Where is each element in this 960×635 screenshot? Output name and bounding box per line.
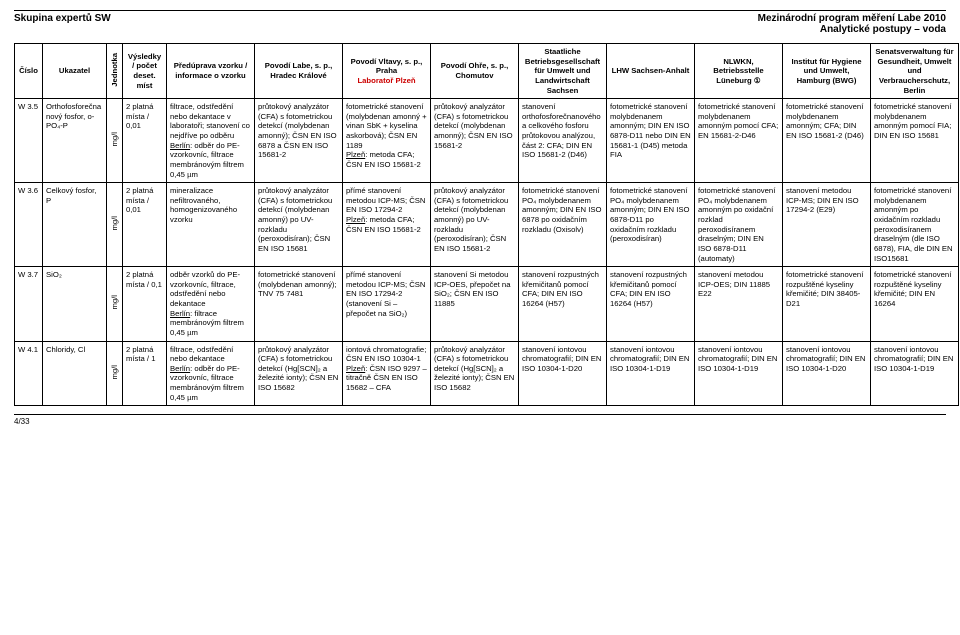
cell-number: W 3.5: [15, 99, 43, 183]
cell-lab-vltavy: přímé stanovení metodou ICP-MS; ČSN EN I…: [343, 183, 431, 267]
cell-lab-lhw: fotometrické stanovení molybdenanem amon…: [607, 99, 695, 183]
cell-lab-ohre: průtokový analyzátor (CFA) s fotometrick…: [431, 183, 519, 267]
col-results: Výsledky / počet deset. míst: [123, 44, 167, 99]
col-lab-hamburg: Institut für Hygiene und Umwelt, Hamburg…: [783, 44, 871, 99]
cell-lab-hamburg: fotometrické stanovení rozpuštěné kyseli…: [783, 267, 871, 341]
cell-number: W 3.6: [15, 183, 43, 267]
cell-unit: mg/l: [107, 183, 123, 267]
cell-prep: filtrace, odstředění nebo dekantaceBerlí…: [167, 341, 255, 406]
cell-unit: mg/l: [107, 267, 123, 341]
cell-unit: mg/l: [107, 341, 123, 406]
cell-lab-sachsen: stanovení rozpustných křemičitanů pomocí…: [519, 267, 607, 341]
cell-lab-sachsen: fotometrické stanovení PO₄ molybdenanem …: [519, 183, 607, 267]
cell-results: 2 platná místa / 0,1: [123, 267, 167, 341]
col-parameter: Ukazatel: [43, 44, 107, 99]
col-lab-hk: Povodí Labe, s. p., Hradec Králové: [255, 44, 343, 99]
cell-lab-berlin: stanovení iontovou chromatografií; DIN E…: [871, 341, 959, 406]
cell-lab-hamburg: stanovení metodou ICP-MS; DIN EN ISO 172…: [783, 183, 871, 267]
cell-lab-berlin: fotometrické stanovení molybdenanem amon…: [871, 99, 959, 183]
cell-lab-hamburg: stanovení iontovou chromatografií; DIN E…: [783, 341, 871, 406]
col-prep: Předúprava vzorku / informace o vzorku: [167, 44, 255, 99]
cell-lab-berlin: fotometrické stanovení molybdenanem amon…: [871, 183, 959, 267]
cell-lab-lhw: fotometrické stanovení PO₄ molybdenanem …: [607, 183, 695, 267]
col-lab-ohre: Povodí Ohře, s. p., Chomutov: [431, 44, 519, 99]
cell-lab-berlin: fotometrické stanovení rozpuštěné kyseli…: [871, 267, 959, 341]
header-title: Mezinárodní program měření Labe 2010: [758, 13, 946, 24]
col-lab-lhw: LHW Sachsen-Anhalt: [607, 44, 695, 99]
cell-number: W 4.1: [15, 341, 43, 406]
cell-lab-vltavy: fotometrické stanovení (molybdenan amonn…: [343, 99, 431, 183]
col-lab-vltavy: Povodí Vltavy, s. p., Praha Laboratoř Pl…: [343, 44, 431, 99]
cell-lab-nlwkn: stanovení iontovou chromatografií; DIN E…: [695, 341, 783, 406]
header-right: Mezinárodní program měření Labe 2010 Ana…: [758, 13, 946, 35]
col-number: Číslo: [15, 44, 43, 99]
header-subtitle: Analytické postupy – voda: [758, 24, 946, 35]
col-lab-sachsen: Staatliche Betriebsgesellschaft für Umwe…: [519, 44, 607, 99]
page-header: Skupina expertů SW Mezinárodní program m…: [14, 13, 946, 35]
cell-lab-ohre: průtokový analyzátor (CFA) s fotometrick…: [431, 341, 519, 406]
cell-lab-sachsen: stanovení orthofosforečnanového a celkov…: [519, 99, 607, 183]
cell-lab-nlwkn: fotometrické stanovení PO₄ molybdenanem …: [695, 183, 783, 267]
col-lab-nlwkn: NLWKN, Betriebsstelle Lüneburg ①: [695, 44, 783, 99]
col-lab-berlin: Senatsverwaltung für Gesundheit, Umwelt …: [871, 44, 959, 99]
cell-lab-vltavy: přímé stanovení metodou ICP-MS; ČSN EN I…: [343, 267, 431, 341]
cell-prep: mineralizace nefiltrovaného, homogenizov…: [167, 183, 255, 267]
header-row: Číslo Ukazatel Jednotka Výsledky / počet…: [15, 44, 959, 99]
cell-lab-ohre: průtokový analyzátor (CFA) s fotometrick…: [431, 99, 519, 183]
table-row: W 3.6Celkový fosfor, Pmg/l2 platná místa…: [15, 183, 959, 267]
cell-unit: mg/l: [107, 99, 123, 183]
cell-number: W 3.7: [15, 267, 43, 341]
table-row: W 3.7SiO₂mg/l2 platná místa / 0,1odběr v…: [15, 267, 959, 341]
cell-prep: filtrace, odstředění nebo dekantace v la…: [167, 99, 255, 183]
cell-lab-hamburg: fotometrické stanovení molybdenanem amon…: [783, 99, 871, 183]
table-row: W 3.5Orthofosforečnanový fosfor, o-PO₄-P…: [15, 99, 959, 183]
cell-lab-nlwkn: stanovení metodou ICP-OES; DIN 11885 E22: [695, 267, 783, 341]
cell-results: 2 platná místa / 1: [123, 341, 167, 406]
cell-results: 2 platná místa / 0,01: [123, 183, 167, 267]
table-row: W 4.1Chloridy, Clmg/l2 platná místa / 1f…: [15, 341, 959, 406]
cell-lab-hk: průtokový analyzátor (CFA) s fotometrick…: [255, 183, 343, 267]
cell-lab-vltavy: iontová chromatografie; ČSN EN ISO 10304…: [343, 341, 431, 406]
cell-parameter: SiO₂: [43, 267, 107, 341]
cell-parameter: Chloridy, Cl: [43, 341, 107, 406]
cell-lab-lhw: stanovení iontovou chromatografií; DIN E…: [607, 341, 695, 406]
cell-lab-sachsen: stanovení iontovou chromatografií; DIN E…: [519, 341, 607, 406]
cell-lab-hk: průtokový analyzátor (CFA) s fotometrick…: [255, 341, 343, 406]
page-footer: 4/33: [14, 414, 946, 426]
methods-table: Číslo Ukazatel Jednotka Výsledky / počet…: [14, 43, 959, 406]
cell-lab-hk: fotometrické stanovení (molybdenan amonn…: [255, 267, 343, 341]
col-unit: Jednotka: [107, 44, 123, 99]
cell-lab-nlwkn: fotometrické stanovení molybdenanem amon…: [695, 99, 783, 183]
cell-lab-hk: průtokový analyzátor (CFA) s fotometrick…: [255, 99, 343, 183]
cell-results: 2 platná místa / 0,01: [123, 99, 167, 183]
cell-prep: odběr vzorků do PE-vzorkovníc, filtrace,…: [167, 267, 255, 341]
cell-parameter: Celkový fosfor, P: [43, 183, 107, 267]
header-left: Skupina expertů SW: [14, 13, 111, 35]
cell-lab-lhw: stanovení rozpustných křemičitanů pomocí…: [607, 267, 695, 341]
cell-parameter: Orthofosforečnanový fosfor, o-PO₄-P: [43, 99, 107, 183]
cell-lab-ohre: stanovení Si metodou ICP-OES, přepočet n…: [431, 267, 519, 341]
